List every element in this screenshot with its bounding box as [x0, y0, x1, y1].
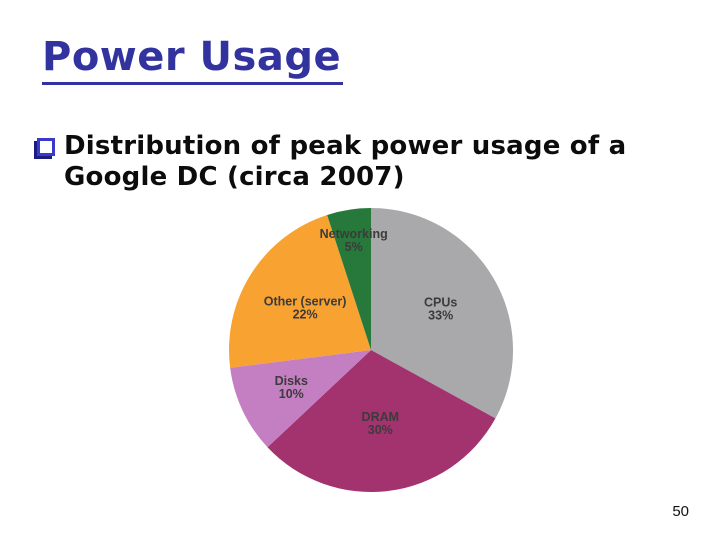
pie-label-cpus: CPUs 33%: [424, 295, 457, 322]
pie-label-dram: DRAM 30%: [362, 410, 400, 437]
pie-slice-dram: [267, 350, 496, 493]
pie-label-networking: Networking 5%: [320, 227, 388, 254]
bullet-line: Distribution of peak power usage of a: [64, 131, 627, 161]
pie-slice-cpus: [371, 208, 514, 419]
bullet-item: Distribution of peak power usage of a Go…: [37, 131, 626, 193]
slide-title: Power Usage: [42, 34, 344, 85]
pie-label-disks: Disks 10%: [275, 374, 308, 401]
pie-label-other-server-: Other (server) 22%: [264, 295, 347, 322]
bullet-text: Distribution of peak power usage of a Go…: [64, 131, 626, 193]
pie-slice-other-server-: [228, 214, 371, 368]
square-bullet-icon: [37, 138, 55, 156]
pie-slice-networking: [327, 208, 371, 350]
page-number: 50: [672, 503, 689, 520]
pie-slice-disks: [230, 350, 371, 448]
bullet-line: Google DC (circa 2007): [64, 162, 405, 192]
pie-chart: CPUs 33% DRAM 30% Disks 10% Other (server) 22% N…: [228, 208, 514, 493]
